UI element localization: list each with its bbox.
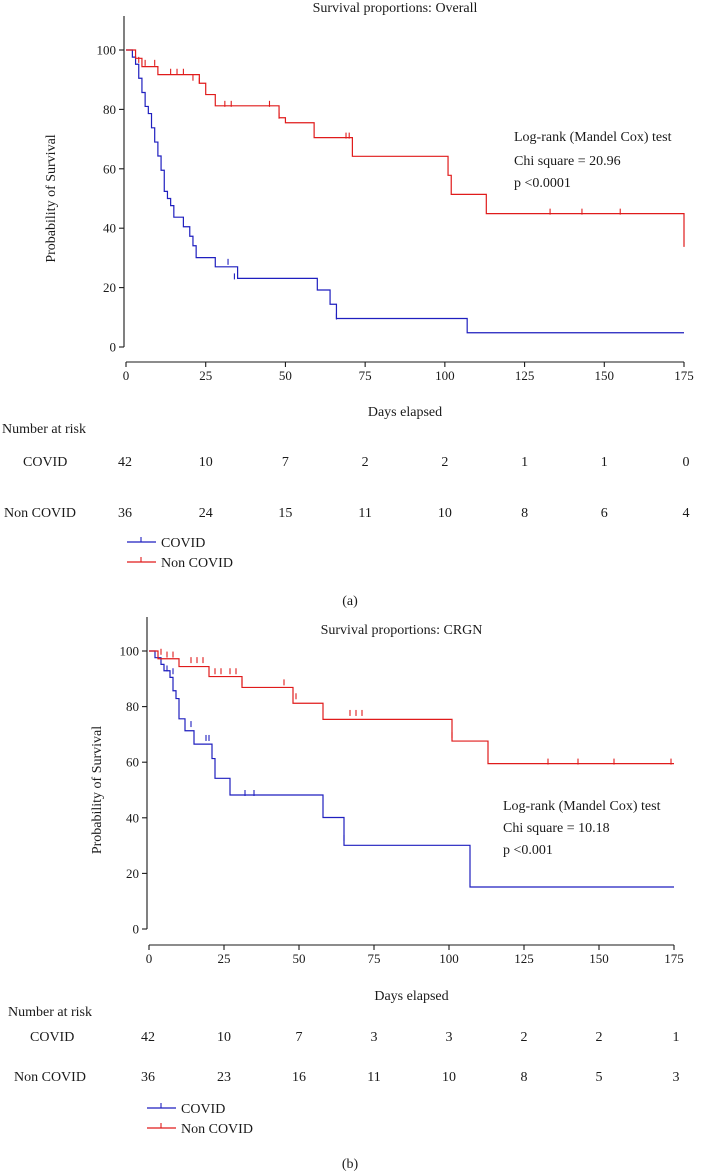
x-tick-label: 75	[359, 368, 372, 383]
risk-row-label: Non COVID	[4, 506, 76, 521]
y-tick-label: 80	[126, 699, 139, 714]
risk-count: 8	[521, 506, 528, 521]
x-tick-label: 50	[279, 368, 292, 383]
panel-label: (b)	[342, 1157, 359, 1172]
risk-count: 10	[438, 506, 452, 521]
y-tick-label: 100	[97, 43, 117, 58]
logrank-annotation-line: Log-rank (Mandel Cox) test	[503, 799, 661, 814]
risk-table-header: Number at risk	[2, 422, 86, 437]
x-tick-label: 100	[439, 951, 459, 966]
x-tick-label: 125	[514, 951, 534, 966]
legend-label-non-covid: Non COVID	[161, 556, 233, 571]
survival-curve-covid	[149, 650, 674, 888]
y-axis-label: Probability of Survival	[44, 134, 59, 262]
y-tick-label: 60	[126, 755, 139, 770]
x-tick-label: 175	[664, 951, 684, 966]
risk-row-label: Non COVID	[14, 1070, 86, 1085]
logrank-annotation-line: p <0.001	[503, 843, 553, 858]
logrank-annotation-line: Chi square = 20.96	[514, 154, 621, 169]
y-tick-label: 20	[103, 280, 116, 295]
risk-count: 24	[199, 506, 213, 521]
x-axis-label: Days elapsed	[368, 405, 442, 420]
x-tick-label: 100	[435, 368, 455, 383]
risk-count: 15	[278, 506, 292, 521]
risk-count: 2	[521, 1030, 528, 1045]
y-tick-label: 0	[110, 340, 117, 355]
legend-label-covid: COVID	[161, 536, 205, 551]
risk-count: 23	[217, 1070, 231, 1085]
chart-panel-b: Survival proportions: CRGN 0 20 40 60 80 100 0 2…	[8, 617, 684, 1172]
risk-count: 42	[118, 455, 132, 470]
risk-count: 3	[446, 1030, 453, 1045]
risk-count: 5	[596, 1070, 603, 1085]
risk-count: 0	[683, 455, 690, 470]
survival-curve-covid	[126, 49, 684, 334]
risk-count: 1	[601, 455, 608, 470]
risk-count: 36	[141, 1070, 155, 1085]
risk-count: 11	[358, 506, 371, 521]
y-tick-label: 40	[126, 810, 139, 825]
risk-count: 1	[521, 455, 528, 470]
risk-count: 42	[141, 1030, 155, 1045]
x-tick-label: 150	[595, 368, 615, 383]
x-tick-label: 0	[146, 951, 153, 966]
risk-count: 11	[367, 1070, 380, 1085]
risk-count: 2	[441, 455, 448, 470]
risk-count: 8	[521, 1070, 528, 1085]
risk-table-header: Number at risk	[8, 1005, 92, 1020]
logrank-annotation-line: Log-rank (Mandel Cox) test	[514, 130, 672, 145]
y-tick-label: 0	[133, 922, 140, 937]
chart-title: Survival proportions: CRGN	[321, 623, 483, 638]
x-axis-label: Days elapsed	[374, 989, 448, 1004]
y-tick-label: 80	[103, 102, 116, 117]
x-tick-label: 175	[674, 368, 694, 383]
risk-count: 7	[282, 455, 289, 470]
x-tick-label: 25	[199, 368, 212, 383]
risk-count: 4	[683, 506, 690, 521]
x-tick-label: 0	[123, 368, 130, 383]
legend-label-covid: COVID	[181, 1102, 225, 1117]
x-tick-label: 150	[589, 951, 609, 966]
risk-count: 10	[442, 1070, 456, 1085]
risk-count: 36	[118, 506, 132, 521]
risk-count: 2	[596, 1030, 603, 1045]
risk-count: 7	[296, 1030, 303, 1045]
x-tick-label: 125	[515, 368, 535, 383]
y-axis-label: Probability of Survival	[90, 726, 105, 854]
survival-curve-non-covid	[126, 49, 685, 247]
x-tick-label: 25	[218, 951, 231, 966]
risk-count: 10	[199, 455, 213, 470]
legend-label-non-covid: Non COVID	[181, 1122, 253, 1137]
risk-count: 16	[292, 1070, 306, 1085]
logrank-annotation-line: Chi square = 10.18	[503, 821, 610, 836]
panel-label: (a)	[342, 594, 358, 609]
chart-title: Survival proportions: Overall	[313, 1, 478, 16]
risk-count: 10	[217, 1030, 231, 1045]
y-tick-label: 20	[126, 866, 139, 881]
x-tick-label: 50	[293, 951, 306, 966]
survival-curve-non-covid	[149, 650, 674, 765]
chart-panel-a: Survival proportions: Overall02040608010…	[2, 1, 694, 609]
x-tick-label: 75	[368, 951, 381, 966]
y-tick-label: 60	[103, 161, 116, 176]
y-tick-label: 100	[120, 644, 140, 659]
y-tick-label: 40	[103, 221, 116, 236]
risk-row-label: COVID	[30, 1030, 74, 1045]
risk-count: 2	[362, 455, 369, 470]
risk-count: 3	[371, 1030, 378, 1045]
risk-row-label: COVID	[23, 455, 67, 470]
risk-count: 3	[673, 1070, 680, 1085]
risk-count: 1	[673, 1030, 680, 1045]
logrank-annotation-line: p <0.0001	[514, 176, 571, 191]
risk-count: 6	[601, 506, 608, 521]
